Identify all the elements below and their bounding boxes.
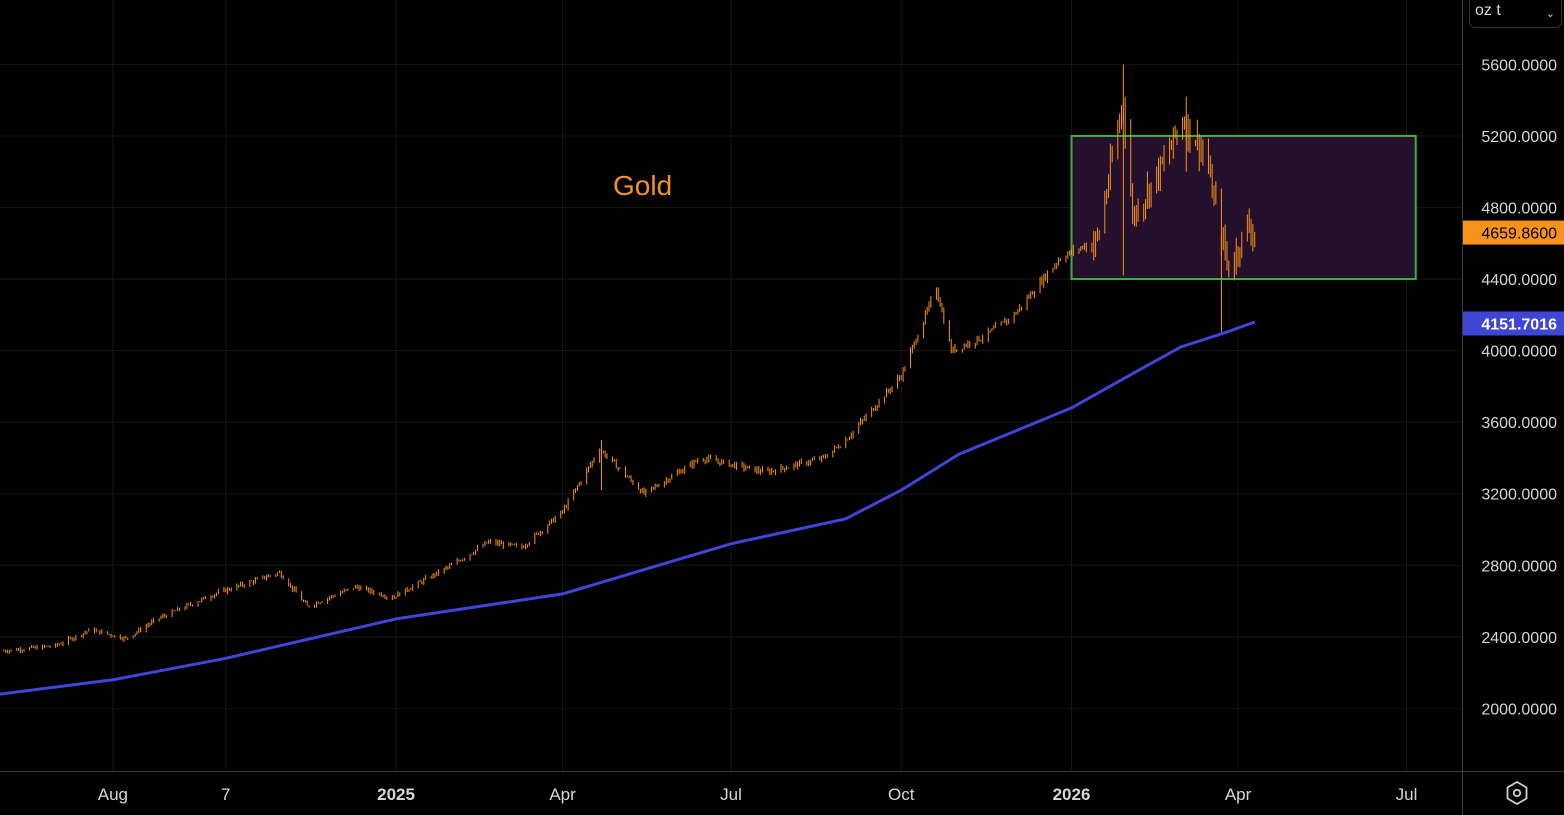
- x-tick-label: 2025: [377, 785, 415, 804]
- chart-title: Gold: [613, 170, 672, 201]
- ma-price-tag-bg: [1463, 311, 1564, 336]
- x-tick-label: Jul: [720, 785, 742, 804]
- grid: [0, 0, 1462, 771]
- moving-average-line: [0, 320, 1256, 696]
- y-tick-label: 5600.0000: [1481, 57, 1557, 74]
- y-tick-label: 2800.0000: [1481, 558, 1557, 575]
- chevron-down-icon: ⌄: [1545, 8, 1555, 20]
- unit-selector[interactable]: oz t ⌄: [1469, 0, 1562, 28]
- last-price-tag-bg: [1463, 220, 1564, 245]
- x-tick-label: Apr: [1225, 785, 1252, 804]
- last-price-tag: 4659.8600: [1481, 226, 1557, 243]
- x-tick-label: 2026: [1053, 785, 1091, 804]
- y-tick-label: 5200.0000: [1481, 129, 1557, 146]
- y-tick-label: 3200.0000: [1481, 487, 1557, 504]
- unit-label: oz t: [1475, 2, 1501, 19]
- consolidation-range: [1070, 134, 1417, 281]
- y-tick-label: 4400.0000: [1481, 272, 1557, 289]
- y-tick-label: 4000.0000: [1481, 344, 1557, 361]
- ma-price-tag: 4151.7016: [1481, 316, 1557, 333]
- y-tick-label: 3600.0000: [1481, 415, 1557, 432]
- x-tick-label: Jul: [1396, 785, 1418, 804]
- y-tick-label: 4800.0000: [1481, 201, 1557, 218]
- annotation-layer: [1070, 134, 1417, 281]
- y-tick-label: 2000.0000: [1481, 701, 1557, 718]
- moving-average-layer: [0, 320, 1256, 696]
- x-tick-label: Oct: [888, 785, 915, 804]
- x-tick-label: Apr: [549, 785, 576, 804]
- y-tick-label: 2400.0000: [1481, 630, 1557, 647]
- x-tick-label: 7: [221, 785, 230, 804]
- x-tick-label: Aug: [98, 785, 128, 804]
- price-series: [3, 64, 1256, 654]
- axis-labels: 2000.0000 2400.0000 2800.0000 3200.0000 3600…: [98, 57, 1564, 804]
- settings-hexagon-icon[interactable]: [1502, 778, 1532, 808]
